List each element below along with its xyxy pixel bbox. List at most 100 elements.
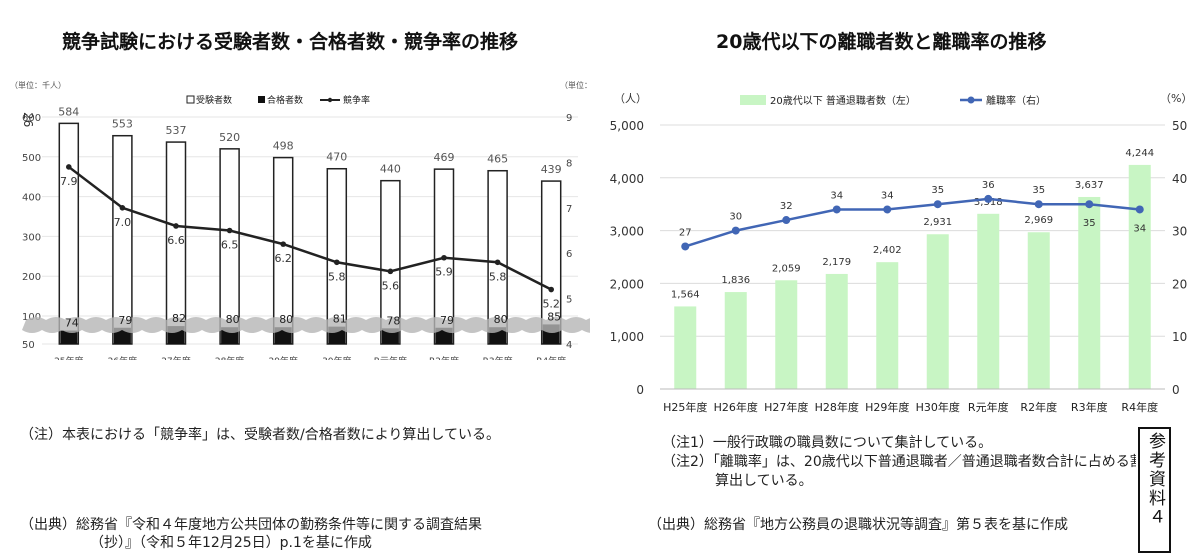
y-left-tick-label: 300 <box>22 232 41 243</box>
separation-rate-line <box>684 197 1140 248</box>
x-category-label: 27年度 <box>161 355 190 360</box>
retirees-label: 1,564 <box>671 289 700 300</box>
x-category-label: 30年度 <box>322 355 351 360</box>
applicants-label: 470 <box>326 151 347 164</box>
y-right-tick-label: 0 <box>1172 383 1180 397</box>
y-right-tick-label: 40 <box>1172 172 1187 186</box>
y-left-tick-label: 200 <box>22 272 41 283</box>
passers-label: 80 <box>279 313 293 326</box>
right-note-2: （注2）「離職率」は、20歳代以下普通退職者／普通退職者数合計に占める割合として <box>662 454 1136 470</box>
passers-label: 80 <box>226 313 240 326</box>
x-category-label: H26年度 <box>714 400 758 414</box>
passers-label: 85 <box>547 310 561 323</box>
applicants-label: 439 <box>541 163 562 176</box>
left-note: （注）本表における「競争率」は、受験者数/合格者数により算出している。 <box>20 427 501 443</box>
competition-rate-label: 7.0 <box>114 216 132 229</box>
separation-rate-point <box>832 205 841 214</box>
competition-rate-label: 5.8 <box>489 270 507 283</box>
right-note-1: （注1）一般行政職の職員数について集計している。 <box>662 435 993 451</box>
separation-rate-point <box>1034 200 1043 209</box>
applicants-label: 440 <box>380 163 401 176</box>
right-unit-label: （%） <box>1160 92 1190 105</box>
x-category-label: R元年度 <box>968 400 1009 414</box>
separation-rate-label: 35 <box>1083 218 1096 229</box>
passers-label: 80 <box>494 313 508 326</box>
separation-rate-label: 30 <box>729 212 742 223</box>
x-category-label: H30年度 <box>916 400 960 414</box>
separation-rate-point <box>782 216 791 225</box>
competition-rate-point <box>66 164 72 170</box>
separation-rate-point <box>984 194 993 203</box>
competition-rate-label: 5.8 <box>328 270 346 283</box>
separation-rate-point <box>731 226 740 235</box>
legend-label-rate: 競争率 <box>343 94 370 106</box>
y-left-tick-label: 1,000 <box>610 330 644 344</box>
x-category-label: R4年度 <box>1121 400 1158 414</box>
legend-swatch-passers <box>258 96 265 103</box>
retirees-label: 4,244 <box>1125 148 1154 159</box>
applicants-label: 553 <box>112 118 133 131</box>
passers-label: 82 <box>172 312 186 325</box>
right-chart-title: 20歳代以下の離職者数と離職率の推移 <box>716 31 1047 53</box>
y-left-tick-label: 2,000 <box>610 277 644 291</box>
competition-rate-point <box>119 205 126 211</box>
competition-rate-line <box>68 165 552 291</box>
competition-rate-point <box>494 259 501 266</box>
y-right-tick-label: 20 <box>1172 277 1187 291</box>
separation-rate-point <box>1085 200 1094 209</box>
legend-marker-rate <box>967 96 975 104</box>
x-category-label: H27年度 <box>764 400 808 414</box>
applicants-bar <box>58 122 80 345</box>
passers-label: 81 <box>333 313 347 326</box>
separation-rate-point <box>1135 205 1144 214</box>
competition-rate-label: 6.6 <box>167 234 185 247</box>
y-right-tick-label: 6 <box>566 249 572 260</box>
separation-rate-label: 34 <box>881 190 894 201</box>
separation-rate-point <box>883 205 892 214</box>
legend-label-rate: 離職率（右） <box>986 94 1046 107</box>
applicants-label: 498 <box>273 140 294 153</box>
retirees-label: 2,969 <box>1024 215 1053 226</box>
retirees-label: 2,179 <box>822 257 851 268</box>
applicants-label: 469 <box>434 151 455 164</box>
passers-label: 78 <box>386 314 400 327</box>
x-category-label: R2年度 <box>1020 400 1057 414</box>
retirees-label: 3,637 <box>1075 180 1104 191</box>
right-unit-label: （単位：倍） <box>560 80 590 90</box>
passers-label: 74 <box>65 317 79 330</box>
retirees-bar <box>926 234 949 389</box>
right-source: （出典）総務省『地方公務員の退職状況等調査』第５表を基に作成 <box>648 517 1068 533</box>
x-category-label: R3年度 <box>1071 400 1108 414</box>
legend-label-applicants: 受験者数 <box>196 94 232 106</box>
retirees-bar <box>674 306 697 389</box>
x-category-label: 28年度 <box>215 355 244 360</box>
retirees-label: 2,059 <box>772 263 801 274</box>
competition-rate-point <box>173 223 179 229</box>
left-chart-title: 競争試験における受験者数・合格者数・競争率の推移 <box>62 31 519 53</box>
x-category-label: R元年度 <box>374 355 407 360</box>
retirees-label: 1,836 <box>721 275 750 286</box>
y-left-tick-label: 50 <box>22 340 35 351</box>
left-source-line-2: （抄）』（令和５年12月25日）p.1を基に作成 <box>90 535 372 551</box>
separation-rate-label: 27 <box>679 227 692 238</box>
legend-swatch-applicants <box>186 95 195 104</box>
applicants-label: 537 <box>166 124 187 137</box>
y-left-tick-label: 3,000 <box>610 225 644 239</box>
legend-swatch-retirees <box>740 95 766 105</box>
separation-rate-label: 36 <box>982 180 995 191</box>
competition-rate-point <box>441 254 447 261</box>
x-category-label: 29年度 <box>268 355 297 360</box>
retirees-label: 2,402 <box>873 245 902 256</box>
y-left-tick-label: 100 <box>22 312 41 323</box>
right-note-3: 算出している。 <box>715 473 813 489</box>
competition-rate-point <box>280 241 287 247</box>
separation-rate-label: 34 <box>830 190 843 201</box>
retirees-bar <box>825 273 848 389</box>
passers-bar <box>60 330 78 344</box>
y-right-tick-label: 30 <box>1172 225 1187 239</box>
separation-rate-label: 35 <box>931 185 944 196</box>
y-right-tick-label: 10 <box>1172 330 1187 344</box>
y-right-tick-label: 7 <box>566 204 572 215</box>
x-category-label: 25年度 <box>54 355 83 360</box>
y-left-tick-label: 5,000 <box>610 119 644 133</box>
